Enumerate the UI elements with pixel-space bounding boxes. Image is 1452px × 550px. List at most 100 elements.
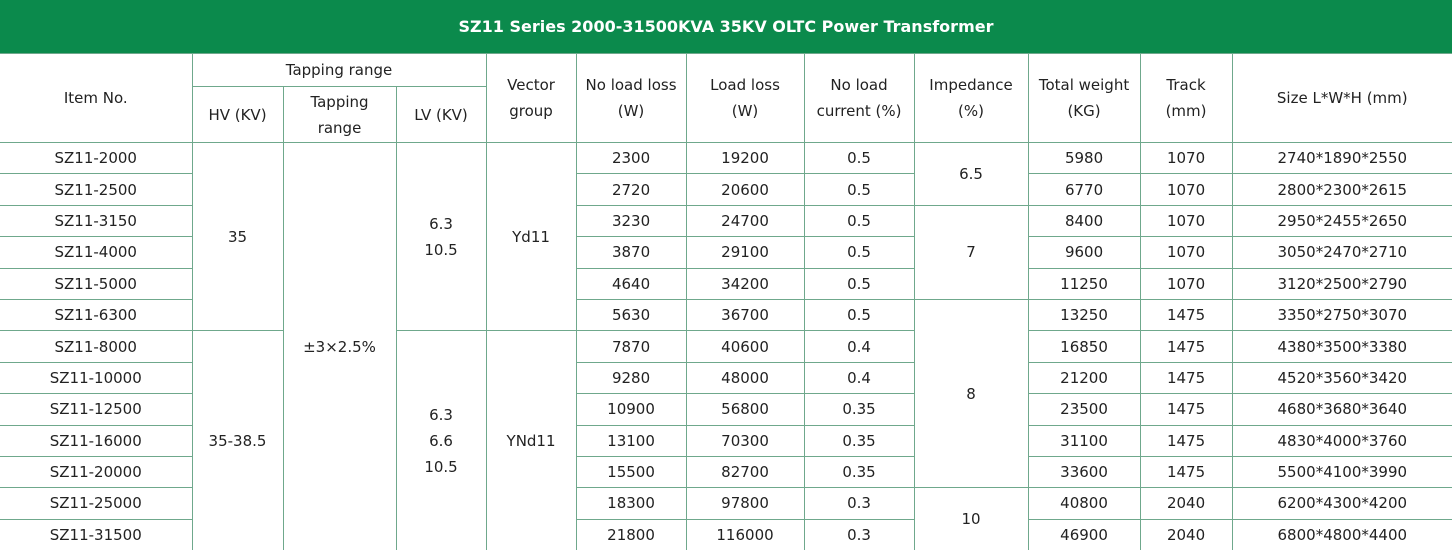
track-cell: 1070 (1139, 267, 1233, 300)
header-cell: Track (mm) (1139, 53, 1233, 143)
size-cell: 4680*3680*3640 (1231, 393, 1452, 426)
impedance-cell: 10 (913, 487, 1029, 550)
load-loss-cell: 48000 (685, 361, 805, 395)
lv-cell: 6.3 10.5 (395, 141, 487, 332)
size-cell: 2740*1890*2550 (1231, 141, 1452, 175)
impedance-cell: 6.5 (913, 142, 1029, 206)
size-cell: 3350*2750*3070 (1231, 298, 1452, 332)
no-load-current-cell: 0.5 (803, 204, 915, 238)
size-cell: 4830*4000*3760 (1231, 424, 1452, 457)
size-cell: 3120*2500*2790 (1231, 267, 1452, 300)
load-loss-cell: 40600 (685, 330, 805, 363)
weight-cell: 13250 (1027, 298, 1141, 332)
item-cell: SZ11-6300 (0, 298, 193, 332)
table-row: SZ11-25000 18300 97800 0.3 10 40800 2040 6200*4… (0, 487, 1452, 550)
vector-group-cell: Yd11 (485, 141, 577, 332)
load-loss-cell: 24700 (685, 204, 805, 238)
no-load-loss-cell: 2720 (575, 173, 687, 206)
impedance-cell: 7 (913, 204, 1029, 300)
track-cell: 1475 (1139, 393, 1233, 426)
item-cell: SZ11-10000 (0, 361, 193, 395)
spec-table: Item No. Tapping range Vector group No l… (0, 53, 1452, 550)
item-cell: SZ11-4000 (0, 236, 193, 269)
size-cell: 4380*3500*3380 (1231, 330, 1452, 363)
impedance-cell: 8 (913, 298, 1029, 489)
lv-cell: 6.3 6.6 10.5 (395, 330, 487, 550)
size-cell: 6800*4800*4400 (1231, 518, 1452, 550)
no-load-current-cell: 0.35 (803, 455, 915, 489)
table-row: SZ11-10000 9280 48000 0.4 21200 1475 4520*3560… (0, 361, 1452, 395)
table-row: SZ11-8000 35-38.5 6.3 6.6 10.5 YNd11 7870 406… (0, 330, 1452, 550)
track-cell: 1070 (1139, 173, 1233, 206)
track-cell: 1070 (1139, 141, 1233, 175)
table-row: SZ11-5000 4640 34200 0.5 11250 1070 3120*2500*… (0, 267, 1452, 300)
size-cell: 6200*4300*4200 (1231, 487, 1452, 520)
hv-cell: 35-38.5 (191, 330, 284, 550)
weight-cell: 46900 (1027, 518, 1141, 550)
track-cell: 1070 (1139, 204, 1233, 238)
track-cell: 2040 (1139, 518, 1233, 550)
size-cell: 2800*2300*2615 (1231, 173, 1452, 206)
weight-cell: 40800 (1027, 487, 1141, 520)
item-cell: SZ11-8000 (0, 330, 193, 363)
header-cell: Impedance (%) (913, 53, 1029, 143)
hv-cell: 35 (191, 141, 284, 332)
header-cell: Vector group (485, 53, 577, 143)
load-loss-cell: 56800 (685, 393, 805, 426)
header-cell: Tapping range (191, 53, 487, 87)
vector-group-cell: YNd11 (485, 330, 577, 550)
item-cell: SZ11-2500 (0, 173, 193, 206)
table-row: SZ11-3150 3230 24700 0.5 7 8400 1070 2950*2455*… (0, 204, 1452, 300)
table-row: SZ11-16000 13100 70300 0.35 31100 1475 4830*40… (0, 424, 1452, 457)
load-loss-cell: 97800 (685, 487, 805, 520)
no-load-loss-cell: 10900 (575, 393, 687, 426)
load-loss-cell: 36700 (685, 298, 805, 332)
track-cell: 1475 (1139, 424, 1233, 457)
header-cell: HV (KV) (192, 86, 284, 143)
load-loss-cell: 116000 (685, 518, 805, 550)
item-cell: SZ11-5000 (0, 267, 193, 300)
no-load-current-cell: 0.35 (803, 424, 915, 457)
tapping-cell: ±3×2.5% (282, 141, 397, 550)
track-cell: 2040 (1139, 487, 1233, 520)
no-load-loss-cell: 2300 (575, 141, 687, 175)
header-cell: Size L*W*H (mm) (1231, 53, 1452, 143)
weight-cell: 16850 (1027, 330, 1141, 363)
track-cell: 1475 (1139, 455, 1233, 489)
header-cell: Tapping range (282, 86, 397, 143)
header-cell: LV (KV) (395, 86, 487, 143)
weight-cell: 5980 (1027, 141, 1141, 175)
item-cell: SZ11-16000 (0, 424, 193, 457)
item-cell: SZ11-31500 (0, 518, 193, 550)
no-load-loss-cell: 18300 (575, 487, 687, 520)
table-row: SZ11-6300 5630 36700 0.5 8 13250 1475 3350*2750… (0, 298, 1452, 489)
weight-cell: 33600 (1027, 455, 1141, 489)
size-cell: 5500*4100*3990 (1231, 455, 1452, 489)
no-load-current-cell: 0.5 (803, 267, 915, 300)
size-cell: 2950*2455*2650 (1231, 204, 1452, 238)
load-loss-cell: 70300 (685, 424, 805, 457)
header-cell: Load loss (W) (685, 53, 805, 143)
load-loss-cell: 34200 (685, 267, 805, 300)
weight-cell: 31100 (1027, 424, 1141, 457)
track-cell: 1070 (1139, 236, 1233, 269)
no-load-loss-cell: 9280 (575, 361, 687, 395)
load-loss-cell: 20600 (685, 173, 805, 206)
weight-cell: 11250 (1027, 267, 1141, 300)
no-load-loss-cell: 13100 (575, 424, 687, 457)
load-loss-cell: 19200 (685, 141, 805, 175)
item-cell: SZ11-20000 (0, 455, 193, 489)
no-load-loss-cell: 3870 (575, 236, 687, 269)
item-cell: SZ11-2000 (0, 141, 193, 175)
no-load-current-cell: 0.5 (803, 236, 915, 269)
header-cell: Total weight (KG) (1027, 53, 1141, 143)
weight-cell: 8400 (1027, 204, 1141, 238)
no-load-loss-cell: 21800 (575, 518, 687, 550)
item-cell: SZ11-12500 (0, 393, 193, 426)
header-cell: No load current (%) (803, 53, 915, 143)
no-load-current-cell: 0.5 (803, 141, 915, 175)
no-load-current-cell: 0.4 (803, 361, 915, 395)
table-row: SZ11-2000 35 ±3×2.5% 6.3 10.5 Yd11 2300 19200 0… (0, 141, 1452, 550)
size-cell: 3050*2470*2710 (1231, 236, 1452, 269)
item-cell: SZ11-25000 (0, 487, 193, 520)
